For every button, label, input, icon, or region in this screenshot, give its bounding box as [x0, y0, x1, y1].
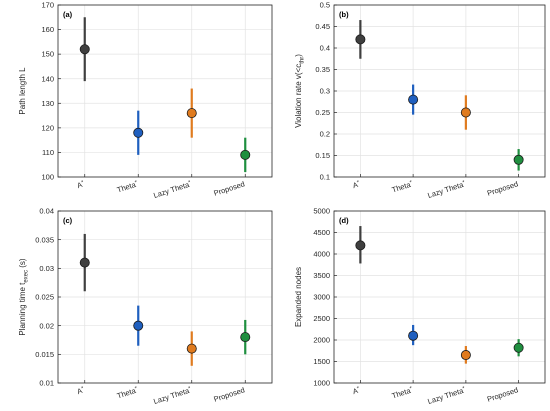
mean-marker-3	[186, 343, 197, 354]
mean-marker-3	[460, 350, 471, 361]
x-tick-label: Proposed	[213, 385, 246, 403]
x-tick-label: Lazy Theta*	[152, 179, 193, 200]
y-axis-label: Expanded nodes	[294, 267, 303, 327]
x-tick-label: Proposed	[213, 179, 246, 197]
x-tick-label: Lazy Theta*	[427, 179, 468, 200]
mean-marker-2	[408, 330, 419, 341]
x-tick-label: Lazy Theta*	[427, 385, 468, 406]
y-tick-label: 4000	[313, 250, 330, 259]
plot-area	[58, 5, 272, 177]
axes-box	[333, 210, 546, 384]
y-axis-label: Violation rate v(<cthr)	[294, 54, 306, 128]
panel-2: 0.1 0.15 0.2 0.25 0.3 0.35 0.4 0.45 0.5 A* Theta* L…	[294, 1, 546, 200]
mean-marker-2	[408, 94, 419, 105]
y-tick-label: 0.025	[35, 293, 54, 302]
x-tick-label: Theta*	[116, 385, 140, 400]
x-tick-label: Theta*	[391, 179, 415, 194]
y-tick-label: 0.4	[320, 44, 330, 53]
y-tick-label: 0.2	[320, 130, 330, 139]
y-tick-label: 110	[42, 148, 54, 157]
y-tick-label: 160	[41, 25, 54, 34]
y-tick-label: 0.35	[315, 65, 330, 74]
panel-3: 0.01 0.015 0.02 0.025 0.03 0.035 0.04 A* Theta* L…	[18, 207, 273, 406]
y-tick-label: 0.1	[320, 173, 330, 182]
mean-marker-3	[460, 107, 471, 118]
y-tick-label: 1000	[313, 379, 330, 388]
axes-box	[57, 4, 273, 178]
mean-marker-4	[240, 149, 251, 160]
y-tick-label: 4500	[313, 228, 330, 237]
x-tick-label: Lazy Theta*	[152, 385, 193, 406]
y-tick-label: 0.45	[315, 22, 330, 31]
x-tick-label: Theta*	[116, 179, 140, 194]
mean-marker-3	[186, 108, 197, 119]
y-tick-label: 0.01	[39, 379, 54, 388]
y-tick-label: 0.5	[320, 1, 330, 10]
y-tick-label: 2500	[313, 314, 330, 323]
y-tick-label: 130	[41, 99, 54, 108]
y-axis-label: Path length L	[18, 67, 27, 115]
x-tick-label: Proposed	[486, 179, 519, 197]
y-tick-label: 3500	[313, 271, 330, 280]
panel-label: (d)	[339, 216, 349, 225]
y-tick-label: 1500	[313, 357, 330, 366]
panel-4: 1000 1500 2000 2500 3000 3500 4000 4500 5000 A* Th…	[294, 207, 546, 406]
y-tick-label: 0.15	[315, 151, 330, 160]
mean-marker-1	[79, 257, 90, 268]
mean-marker-1	[355, 240, 366, 251]
x-tick-label: A*	[76, 385, 86, 396]
panel-label: (a)	[63, 10, 73, 19]
y-tick-label: 0.04	[39, 207, 54, 216]
x-tick-label: Theta*	[391, 385, 415, 400]
y-tick-label: 3000	[313, 293, 330, 302]
mean-marker-1	[355, 34, 366, 45]
x-tick-label: A*	[351, 385, 361, 396]
y-tick-label: 2000	[313, 336, 330, 345]
y-tick-label: 0.02	[39, 321, 54, 330]
y-tick-label: 120	[41, 123, 54, 132]
mean-marker-1	[79, 44, 90, 55]
mean-marker-4	[513, 342, 524, 353]
x-tick-label: A*	[76, 179, 86, 190]
panel-1: 100 110 120 130 140 150 160 170 A* Theta* Lazy The…	[18, 1, 273, 200]
y-tick-label: 0.03	[39, 264, 54, 273]
y-tick-label: 0.25	[315, 108, 330, 117]
y-tick-label: 150	[41, 50, 54, 59]
x-tick-label: A*	[351, 179, 361, 190]
y-tick-label: 140	[41, 74, 54, 83]
y-tick-label: 170	[41, 1, 54, 10]
panel-label: (c)	[63, 216, 73, 225]
x-tick-label: Proposed	[486, 385, 519, 403]
y-tick-label: 100	[41, 173, 54, 182]
y-tick-label: 0.015	[35, 350, 54, 359]
y-tick-label: 0.035	[35, 235, 54, 244]
mean-marker-2	[133, 320, 144, 331]
mean-marker-4	[513, 154, 524, 165]
panel-label: (b)	[339, 10, 349, 19]
axes-box	[57, 210, 273, 384]
y-axis-label: Planning time texec (s)	[18, 258, 30, 335]
y-tick-label: 0.3	[320, 87, 330, 96]
mean-marker-4	[240, 332, 251, 343]
y-tick-label: 5000	[313, 207, 330, 216]
axes-box	[333, 4, 546, 178]
mean-marker-2	[133, 127, 144, 138]
